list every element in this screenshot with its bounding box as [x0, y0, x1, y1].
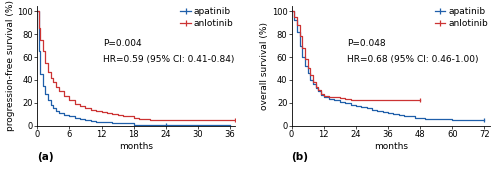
anlotinib [304, 67, 310, 70]
Text: P=0.004: P=0.004 [102, 39, 142, 48]
anlotinib [232, 119, 238, 121]
apatinib [152, 123, 158, 125]
Text: (b): (b) [292, 152, 308, 162]
anlotinib [190, 119, 196, 121]
anlotinib [401, 99, 407, 101]
anlotinib [417, 99, 423, 101]
apatinib [326, 96, 332, 98]
apatinib [326, 98, 332, 100]
Line: apatinib: apatinib [292, 11, 484, 120]
Text: (a): (a) [37, 152, 54, 162]
Line: anlotinib: anlotinib [37, 11, 235, 120]
anlotinib [318, 89, 324, 91]
apatinib [93, 121, 99, 123]
Line: anlotinib: anlotinib [292, 11, 420, 100]
Legend: apatinib, anlotinib: apatinib, anlotinib [180, 6, 234, 29]
anlotinib [358, 99, 364, 101]
anlotinib [348, 99, 354, 101]
apatinib [34, 10, 40, 12]
apatinib [50, 107, 56, 109]
anlotinib [308, 74, 314, 76]
apatinib [337, 99, 343, 101]
anlotinib [168, 119, 174, 121]
anlotinib [174, 119, 180, 121]
apatinib [369, 109, 375, 111]
anlotinib [146, 119, 152, 121]
anlotinib [288, 10, 294, 12]
apatinib [450, 119, 456, 121]
anlotinib [34, 10, 40, 12]
Text: HR=0.68 (95% CI: 0.46-1.00): HR=0.68 (95% CI: 0.46-1.00) [347, 55, 478, 64]
X-axis label: months: months [120, 142, 154, 151]
apatinib [308, 79, 314, 81]
Text: HR=0.59 (95% CI: 0.41-0.84): HR=0.59 (95% CI: 0.41-0.84) [102, 55, 234, 64]
anlotinib [163, 119, 169, 121]
apatinib [48, 104, 54, 106]
apatinib [482, 119, 488, 121]
apatinib [104, 121, 110, 123]
apatinib [227, 123, 233, 125]
anlotinib [40, 50, 46, 52]
apatinib [470, 119, 476, 121]
apatinib [288, 10, 294, 12]
Text: P=0.048: P=0.048 [347, 39, 386, 48]
apatinib [66, 114, 72, 116]
Y-axis label: overall survival (%): overall survival (%) [260, 22, 269, 110]
Line: apatinib: apatinib [37, 11, 230, 124]
Y-axis label: progression-free survival (%): progression-free survival (%) [6, 0, 15, 131]
anlotinib [168, 119, 174, 121]
X-axis label: months: months [374, 142, 408, 151]
apatinib [130, 123, 136, 125]
Legend: apatinib, anlotinib: apatinib, anlotinib [434, 6, 489, 29]
anlotinib [342, 98, 348, 100]
